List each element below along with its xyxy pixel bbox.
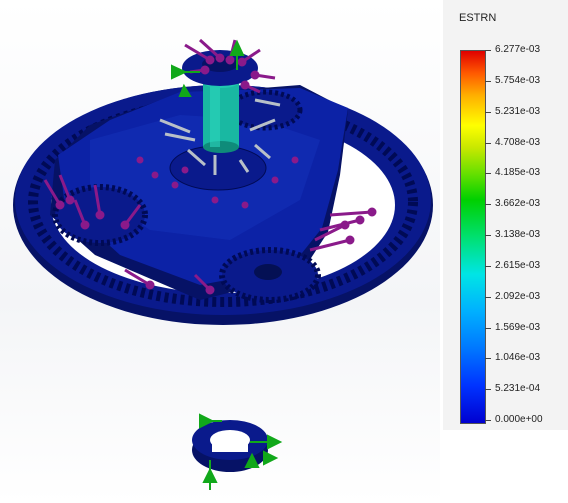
legend-tick-mark bbox=[485, 173, 491, 175]
legend-tick-mark bbox=[485, 204, 491, 206]
legend-tick-mark bbox=[485, 235, 491, 236]
legend-tick-label: 3.138e-03 bbox=[495, 229, 541, 240]
legend-title: ESTRN bbox=[459, 12, 497, 24]
legend-tick-label: 2.615e-03 bbox=[495, 259, 541, 271]
legend-tick-label: 5.231e-03 bbox=[495, 105, 541, 117]
model-viewport[interactable] bbox=[0, 0, 440, 503]
bearing-load-arrows bbox=[159, 98, 281, 175]
legend-tick-mark bbox=[485, 142, 491, 144]
legend-tick-mark bbox=[485, 80, 491, 82]
legend-tick-label: 5.754e-03 bbox=[495, 74, 541, 86]
legend-tick-label: 0.000e+00 bbox=[495, 414, 543, 425]
legend-tick-label: 1.046e-03 bbox=[495, 352, 541, 364]
legend-tick-mark bbox=[485, 420, 491, 421]
legend-tick-label: 3.662e-03 bbox=[495, 198, 541, 210]
legend-tick-label: 5.231e-04 bbox=[495, 383, 541, 395]
legend-tick-mark bbox=[485, 327, 491, 329]
legend-tick-mark bbox=[485, 358, 491, 360]
legend-tick-label: 4.185e-03 bbox=[495, 167, 541, 179]
legend-tick-mark bbox=[485, 265, 491, 267]
legend-tick-label: 6.277e-03 bbox=[495, 44, 541, 55]
legend-tick-mark bbox=[485, 389, 491, 391]
legend-tick-mark bbox=[485, 111, 491, 113]
central-shaft bbox=[182, 50, 258, 153]
legend-tick-label: 1.569e-03 bbox=[495, 321, 541, 333]
legend-tick-mark bbox=[485, 50, 491, 51]
fixture-arrows-top bbox=[171, 39, 245, 97]
strain-legend: ESTRN 6.277e-03 5.754e-03 5.231e-03 4.708e-… bbox=[443, 0, 568, 430]
small-bushing bbox=[192, 413, 283, 490]
color-scale-bar bbox=[460, 50, 486, 424]
legend-tick-label: 2.092e-03 bbox=[495, 290, 541, 302]
legend-tick-mark bbox=[485, 296, 491, 298]
legend-tick-label: 4.708e-03 bbox=[495, 136, 541, 148]
